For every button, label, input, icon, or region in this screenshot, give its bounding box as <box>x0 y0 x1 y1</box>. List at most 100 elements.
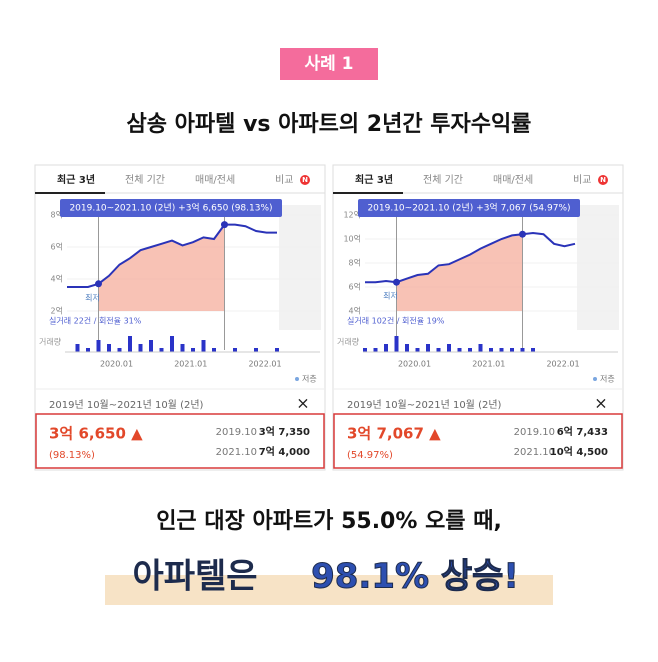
tab: 전체 기간 <box>423 174 463 186</box>
future-area <box>577 205 619 330</box>
volume-bar <box>415 348 420 352</box>
result-box <box>333 413 623 469</box>
volume-label: 거래량 <box>337 337 360 347</box>
period: 2019년 10월~2021년 10월 (2년) <box>347 399 502 411</box>
x-tick-label: 2021.01 <box>174 360 207 369</box>
x-tick-label: 2020.01 <box>398 360 431 369</box>
y-tick-label: 12억 <box>343 210 361 220</box>
volume-bar <box>447 344 451 352</box>
row-value: 3억 7,350 <box>259 426 310 438</box>
volume-bar <box>96 340 101 352</box>
volume-bar <box>426 344 430 352</box>
close[interactable]: × <box>296 394 309 413</box>
volume-bar <box>499 348 504 352</box>
legend: 저층 <box>600 375 615 384</box>
x-tick-label: 2022.01 <box>546 360 579 369</box>
tab: 비교 <box>275 174 293 186</box>
badge-bg <box>280 48 378 80</box>
volume-bar <box>363 348 367 352</box>
tooltip: 2019.10~2021.10 (2년) +3억 6,650 (98.13%) <box>69 202 272 214</box>
x-tick-label: 2022.01 <box>248 360 281 369</box>
tab: 매매/전세 <box>493 174 533 186</box>
tab: 비교 <box>573 174 591 186</box>
y-tick-label: 4억 <box>349 306 361 316</box>
volume-bar <box>149 340 153 352</box>
row-date: 2021.10 <box>216 447 257 458</box>
change: 3억 6,650 ▲ <box>49 425 143 443</box>
legend-dot <box>593 377 597 381</box>
volume-bar <box>384 344 388 352</box>
x-tick-label: 2020.01 <box>100 360 133 369</box>
y-tick-label: 2억 <box>51 306 63 316</box>
row-date: 2019.10 <box>514 427 555 438</box>
volume-bar <box>373 348 378 352</box>
tooltip: 2019.10~2021.10 (2년) +3억 7,067 (54.97%) <box>367 202 570 214</box>
gain-area <box>396 234 523 311</box>
volume-bar <box>531 348 535 352</box>
tooltip-bg <box>60 199 282 217</box>
range-point <box>95 280 102 288</box>
volume-bar <box>436 348 441 352</box>
row-value: 7억 4,000 <box>259 446 310 458</box>
footer-highlight: 98.1% 상승! <box>311 557 519 597</box>
tab: 매매/전세 <box>195 174 235 186</box>
highlight <box>105 575 553 605</box>
title: 삼송 아파텔 vs 아파트의 2년간 투자수익률 <box>127 112 532 137</box>
change: 3억 7,067 ▲ <box>347 425 441 443</box>
range-point <box>393 278 400 286</box>
volume-bar <box>159 348 164 352</box>
change-pct: (54.97%) <box>347 450 393 461</box>
new-dot <box>300 175 310 185</box>
volume-bar <box>520 348 525 352</box>
row-date: 2021.10 <box>514 447 555 458</box>
volume-bar <box>405 344 409 352</box>
y-tick-label: 6억 <box>51 242 63 252</box>
price-line <box>67 223 277 288</box>
tab: 최근 3년 <box>355 173 393 186</box>
badge: 사례 1 <box>304 54 353 74</box>
volume-bar <box>201 340 206 352</box>
tooltip-bg <box>358 199 580 217</box>
volume-bar <box>180 344 185 352</box>
low-label: 최저 <box>85 292 100 302</box>
y-tick-label: 6억 <box>349 282 361 292</box>
volume-bar <box>75 344 80 352</box>
volume-bar <box>128 336 132 352</box>
new-badge: N <box>600 176 606 184</box>
y-tick-label: 10억 <box>343 234 361 244</box>
row-value: 10억 4,500 <box>550 446 608 458</box>
volume-bar <box>86 348 90 352</box>
price-line <box>365 231 576 284</box>
volume-bar <box>510 348 514 352</box>
x-tick-label: 2021.01 <box>472 360 505 369</box>
future-area <box>279 205 321 330</box>
volume-label: 거래량 <box>39 337 62 347</box>
footer-strong: 아파텔은 <box>132 557 257 597</box>
tab: 전체 기간 <box>125 174 165 186</box>
trade-info: 실거래 102건 / 회전율 19% <box>347 316 445 326</box>
volume-bar <box>254 348 258 352</box>
change-pct: (98.13%) <box>49 450 95 461</box>
volume-bar <box>233 348 237 352</box>
volume-bar <box>138 344 143 352</box>
volume-bar <box>394 336 399 352</box>
volume-bar <box>212 348 216 352</box>
volume-bar <box>117 348 122 352</box>
range-point <box>221 221 228 229</box>
y-tick-label: 4억 <box>51 274 63 284</box>
legend: 저층 <box>302 375 317 384</box>
close[interactable]: × <box>594 394 607 413</box>
trade-info: 실거래 22건 / 회전율 31% <box>49 316 142 326</box>
row-date: 2019.10 <box>216 427 257 438</box>
volume-bar <box>275 348 279 352</box>
volume-bar <box>457 348 462 352</box>
volume-bar <box>468 348 472 352</box>
volume-bar <box>191 348 195 352</box>
volume-bar <box>107 344 111 352</box>
range-point <box>519 230 526 238</box>
footer-line: 인근 대장 아파트가 55.0% 오를 때, <box>156 509 502 534</box>
gain-area <box>98 224 225 311</box>
y-tick-label: 8억 <box>51 210 63 220</box>
new-dot <box>598 175 608 185</box>
